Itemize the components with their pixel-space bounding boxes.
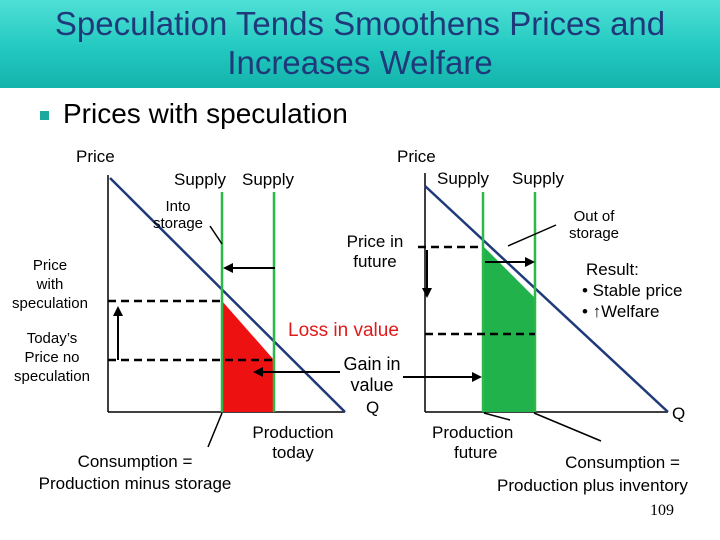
consumption-pointer	[207, 412, 223, 448]
right-consumption-label: Consumption = Production plus inventory	[497, 453, 688, 495]
left-price-label: Price	[76, 147, 115, 166]
page-number: 109	[650, 502, 674, 519]
loss-area-red	[222, 301, 274, 412]
gain-in-value-label: Gain in value	[343, 354, 401, 395]
left-supply-label-1: Supply	[174, 170, 226, 189]
slide-title: Speculation Tends Smoothens Prices and I…	[0, 4, 720, 82]
square-bullet-icon	[40, 110, 49, 120]
bullet-text: Prices with speculation	[63, 98, 348, 129]
bullet-item: Prices with speculation	[40, 98, 348, 130]
result-item-welfare: • ↑Welfare	[582, 302, 660, 321]
todays-price-label: Today’s Price no speculation	[14, 330, 90, 385]
out-of-storage-pointer	[507, 224, 557, 247]
right-demand-curve	[424, 185, 669, 413]
out-of-storage-label: Out of storage	[568, 208, 620, 242]
into-storage-label: Into storage	[152, 198, 204, 232]
result-item-stable-price: • Stable price	[582, 281, 683, 300]
title-banner	[0, 0, 720, 88]
right-supply-label-2: Supply	[512, 169, 564, 188]
production-today-label: Production today	[252, 423, 334, 462]
right-q-label: Q	[672, 404, 686, 423]
result-box: Result: • Stable price • ↑Welfare	[582, 259, 682, 322]
result-title: Result:	[586, 260, 639, 279]
production-future-label: Production future	[432, 423, 514, 462]
left-supply-label-2: Supply	[242, 170, 294, 189]
left-consumption-label: Consumption = Production minus storage	[38, 452, 232, 493]
into-storage-pointer	[209, 225, 223, 245]
right-consumption-pointer	[533, 412, 602, 442]
right-supply-label-1: Supply	[437, 169, 489, 188]
production-future-pointer	[483, 412, 511, 421]
gain-area-green	[483, 246, 535, 412]
price-in-future-label: Price in future	[346, 232, 404, 271]
right-price-label: Price	[397, 147, 436, 166]
left-q-label: Q	[366, 398, 380, 417]
loss-in-value-label: Loss in value	[288, 320, 399, 341]
title-line-1: Speculation Tends Smoothens Prices and	[54, 5, 666, 42]
price-with-speculation-label: Price with speculation	[12, 257, 88, 312]
title-line-2: Increases Welfare	[227, 44, 493, 81]
